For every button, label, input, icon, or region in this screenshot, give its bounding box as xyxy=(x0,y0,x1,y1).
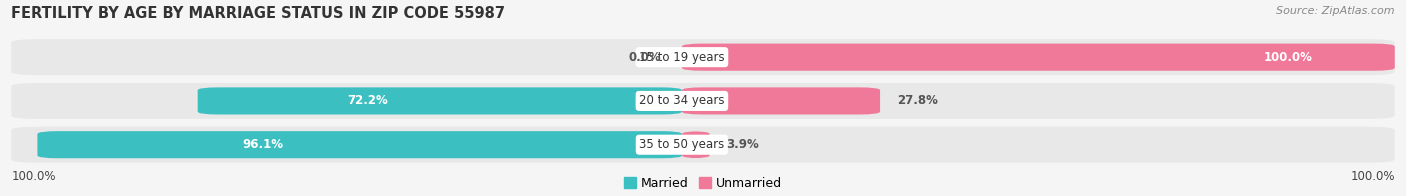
Text: Source: ZipAtlas.com: Source: ZipAtlas.com xyxy=(1277,6,1395,16)
Text: 72.2%: 72.2% xyxy=(347,94,388,107)
Text: 0.0%: 0.0% xyxy=(628,51,661,64)
Text: 96.1%: 96.1% xyxy=(242,138,284,151)
FancyBboxPatch shape xyxy=(11,127,1395,163)
FancyBboxPatch shape xyxy=(682,87,880,114)
FancyBboxPatch shape xyxy=(682,44,1395,71)
Text: 100.0%: 100.0% xyxy=(1350,170,1395,183)
FancyBboxPatch shape xyxy=(11,39,1395,75)
FancyBboxPatch shape xyxy=(38,131,682,158)
FancyBboxPatch shape xyxy=(198,87,682,114)
Text: 15 to 19 years: 15 to 19 years xyxy=(640,51,724,64)
Text: 100.0%: 100.0% xyxy=(1264,51,1312,64)
Text: 3.9%: 3.9% xyxy=(727,138,759,151)
FancyBboxPatch shape xyxy=(11,83,1395,119)
Text: 100.0%: 100.0% xyxy=(11,170,56,183)
Text: 35 to 50 years: 35 to 50 years xyxy=(640,138,724,151)
Text: 27.8%: 27.8% xyxy=(897,94,938,107)
FancyBboxPatch shape xyxy=(682,131,710,158)
Legend: Married, Unmarried: Married, Unmarried xyxy=(624,177,782,190)
Text: 20 to 34 years: 20 to 34 years xyxy=(640,94,724,107)
Text: FERTILITY BY AGE BY MARRIAGE STATUS IN ZIP CODE 55987: FERTILITY BY AGE BY MARRIAGE STATUS IN Z… xyxy=(11,6,505,21)
